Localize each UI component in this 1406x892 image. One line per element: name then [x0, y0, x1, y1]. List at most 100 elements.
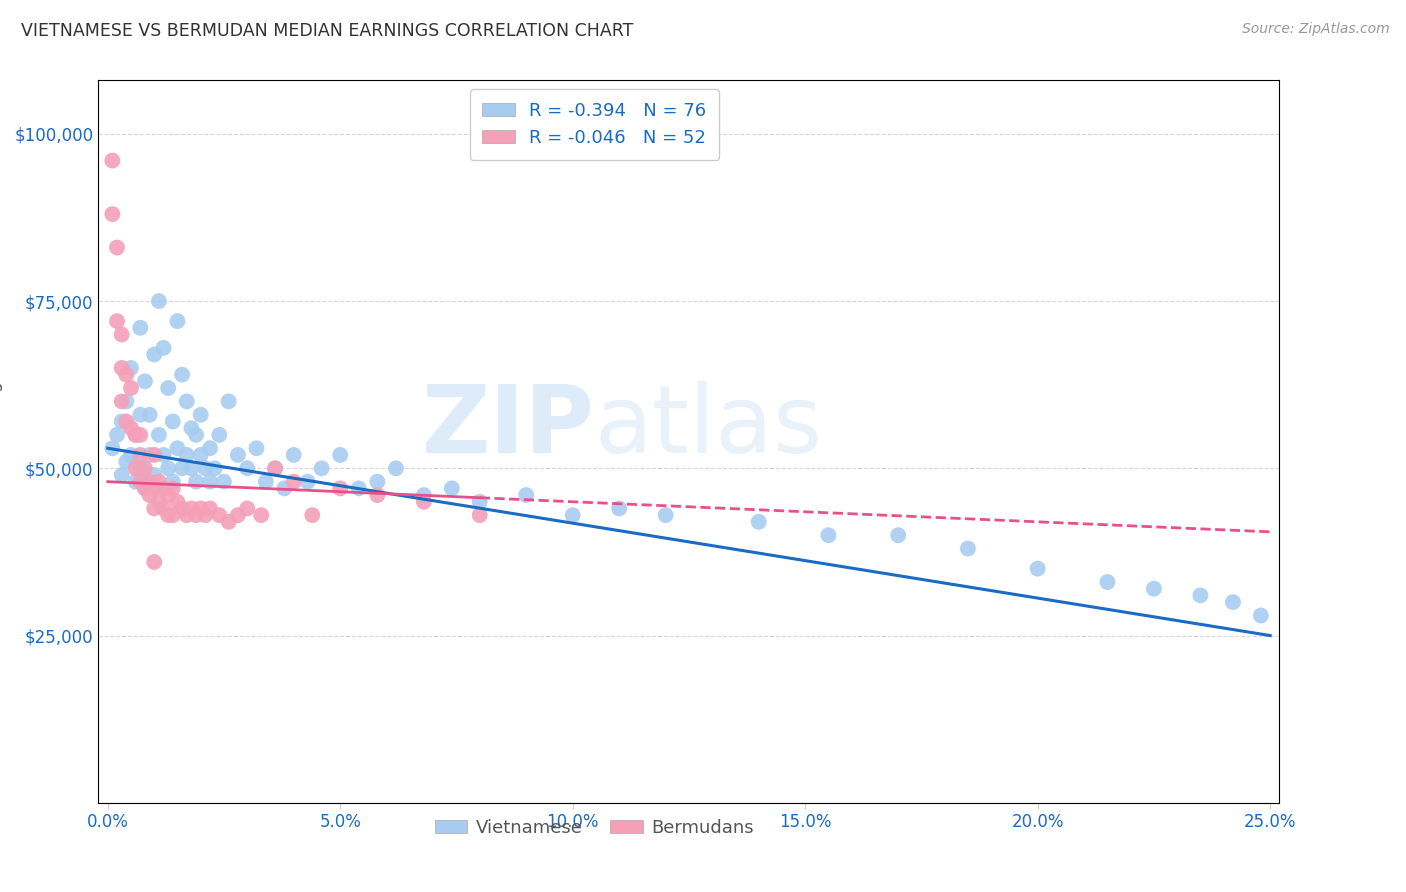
Point — [817, 528, 839, 542]
Point — [515, 488, 537, 502]
Point — [115, 454, 138, 469]
Point — [264, 461, 287, 475]
Point — [440, 482, 463, 496]
Point — [157, 488, 180, 502]
Point — [1250, 608, 1272, 623]
Point — [143, 448, 166, 462]
Point — [152, 482, 174, 496]
Point — [204, 461, 226, 475]
Point — [143, 555, 166, 569]
Point — [148, 427, 170, 442]
Point — [134, 375, 156, 389]
Point — [124, 427, 146, 442]
Point — [101, 207, 124, 221]
Point — [245, 441, 267, 455]
Point — [120, 421, 142, 435]
Point — [218, 515, 240, 529]
Point — [138, 488, 160, 502]
Point — [124, 461, 146, 475]
Point — [138, 475, 160, 489]
Y-axis label: Median Earnings: Median Earnings — [0, 373, 3, 510]
Point — [120, 361, 142, 376]
Point — [176, 448, 198, 462]
Point — [162, 508, 184, 523]
Point — [184, 475, 207, 489]
Point — [172, 461, 194, 475]
Point — [124, 475, 146, 489]
Point — [129, 448, 152, 462]
Point — [468, 508, 491, 523]
Point — [180, 421, 202, 435]
Point — [105, 314, 128, 328]
Point — [143, 482, 166, 496]
Point — [105, 240, 128, 255]
Text: ZIP: ZIP — [422, 381, 595, 473]
Point — [236, 501, 259, 516]
Point — [273, 482, 295, 496]
Point — [283, 448, 305, 462]
Point — [157, 461, 180, 475]
Point — [134, 482, 156, 496]
Point — [129, 320, 152, 334]
Point — [162, 414, 184, 428]
Point — [1143, 582, 1166, 596]
Point — [101, 441, 124, 455]
Point — [157, 381, 180, 395]
Point — [148, 293, 170, 308]
Point — [190, 501, 212, 516]
Point — [194, 461, 217, 475]
Point — [184, 508, 207, 523]
Text: atlas: atlas — [595, 381, 823, 473]
Point — [180, 461, 202, 475]
Point — [212, 475, 235, 489]
Point — [138, 448, 160, 462]
Point — [194, 508, 217, 523]
Point — [412, 494, 434, 508]
Point — [218, 394, 240, 409]
Point — [166, 494, 188, 508]
Point — [101, 153, 124, 168]
Text: Source: ZipAtlas.com: Source: ZipAtlas.com — [1241, 22, 1389, 37]
Point — [115, 368, 138, 382]
Text: VIETNAMESE VS BERMUDAN MEDIAN EARNINGS CORRELATION CHART: VIETNAMESE VS BERMUDAN MEDIAN EARNINGS C… — [21, 22, 634, 40]
Point — [198, 501, 221, 516]
Point — [412, 488, 434, 502]
Point — [198, 441, 221, 455]
Point — [208, 427, 231, 442]
Point — [124, 427, 146, 442]
Point — [111, 394, 134, 409]
Point — [347, 482, 370, 496]
Point — [198, 475, 221, 489]
Point — [115, 394, 138, 409]
Point — [152, 341, 174, 355]
Point — [190, 448, 212, 462]
Point — [172, 501, 194, 516]
Point — [250, 508, 273, 523]
Point — [283, 475, 305, 489]
Point — [134, 482, 156, 496]
Point — [105, 427, 128, 442]
Point — [1222, 595, 1244, 609]
Point — [956, 541, 979, 556]
Point — [1189, 589, 1212, 603]
Point — [115, 414, 138, 428]
Point — [176, 394, 198, 409]
Point — [311, 461, 333, 475]
Point — [301, 508, 323, 523]
Point — [297, 475, 319, 489]
Point — [129, 475, 152, 489]
Point — [157, 508, 180, 523]
Point — [166, 441, 188, 455]
Point — [561, 508, 583, 523]
Point — [148, 494, 170, 508]
Point — [111, 414, 134, 428]
Point — [190, 408, 212, 422]
Point — [329, 482, 352, 496]
Point — [226, 448, 249, 462]
Point — [1097, 575, 1119, 590]
Point — [264, 461, 287, 475]
Point — [148, 475, 170, 489]
Point — [129, 408, 152, 422]
Point — [180, 501, 202, 516]
Point — [366, 475, 388, 489]
